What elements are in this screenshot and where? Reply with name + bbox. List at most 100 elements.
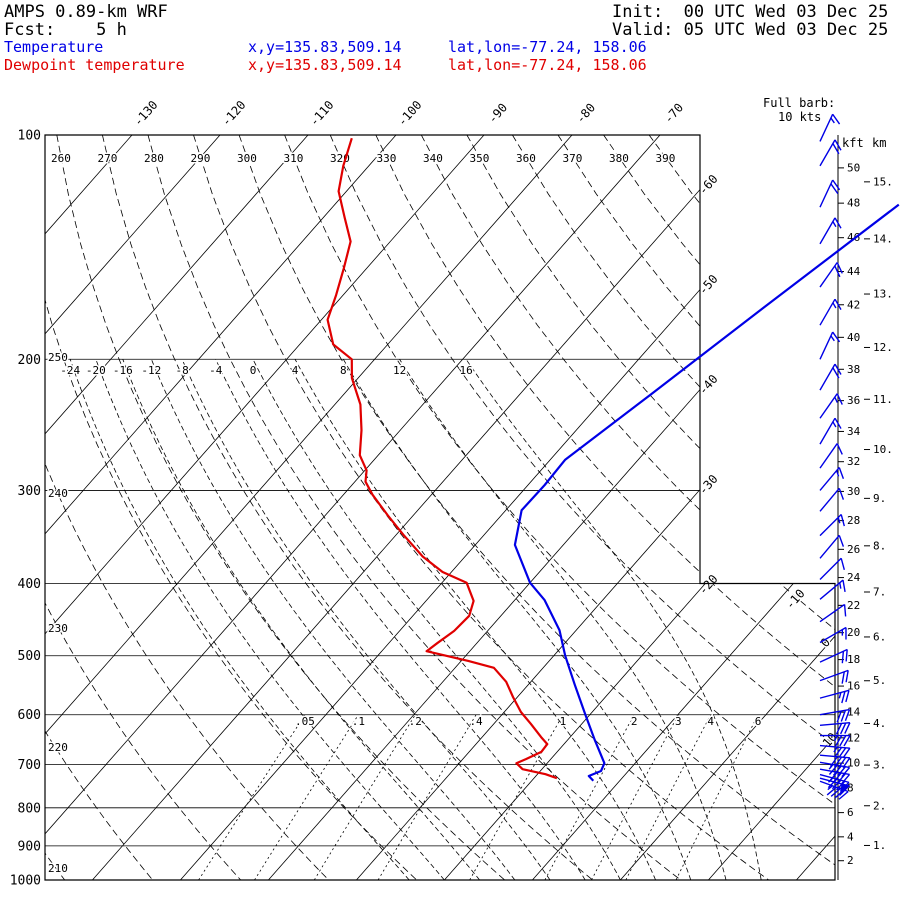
kft-tick-label: 34: [847, 425, 861, 438]
moist-adiabat-label: -12: [141, 364, 161, 377]
kft-tick-label: 36: [847, 394, 860, 407]
pressure-tick-label: 700: [18, 758, 41, 773]
mixing-ratio-label: 3: [675, 715, 682, 728]
dry-adiabat-label: 210: [48, 862, 68, 875]
temperature-curve: [513, 203, 900, 782]
kft-tick-label: 28: [847, 514, 860, 527]
kft-tick-label: 6: [847, 806, 854, 819]
km-tick-label: 4.: [873, 717, 886, 730]
dry-adiabat-label: 220: [48, 741, 68, 754]
kft-tick-label: 50: [847, 161, 860, 174]
kft-axis-title: kft: [842, 136, 864, 150]
km-tick-label: 7.: [873, 585, 886, 598]
dry-adiabat-label: 350: [469, 152, 489, 165]
moist-adiabat-label: 16: [459, 364, 472, 377]
kft-tick-label: 8: [847, 782, 854, 795]
mixing-ratio-label: 1: [560, 715, 567, 728]
dry-adiabat-label: 380: [609, 152, 629, 165]
pressure-tick-label: 500: [18, 649, 41, 664]
mixing-ratio-label: .2: [409, 715, 422, 728]
isotherm-label: -80: [573, 101, 598, 127]
full-barb-note: 10 kts: [778, 110, 821, 124]
isotherm-label: -110: [307, 98, 337, 129]
pressure-tick-label: 100: [18, 129, 41, 144]
temperature-latlon: lat,lon=-77.24, 158.06: [448, 38, 647, 56]
mixing-ratio-label: 4: [707, 715, 714, 728]
kft-tick-label: 48: [847, 197, 860, 210]
kft-tick-label: 14: [847, 706, 861, 719]
dry-adiabat-label: 270: [97, 152, 117, 165]
km-tick-label: 2.: [873, 799, 886, 812]
kft-tick-label: 44: [847, 265, 861, 278]
temperature-xy: x,y=135.83,509.14: [248, 38, 402, 56]
km-tick-label: 5.: [873, 674, 886, 687]
kft-tick-label: 26: [847, 543, 860, 556]
full-barb-note: Full barb:: [763, 96, 835, 110]
kft-tick-label: 16: [847, 680, 860, 693]
km-tick-label: 14.: [873, 232, 893, 245]
dry-adiabat-label: 370: [562, 152, 582, 165]
dry-adiabat-label: 390: [655, 152, 675, 165]
kft-tick-label: 30: [847, 485, 860, 498]
kft-tick-label: 4: [847, 830, 854, 843]
mixing-ratio-label: .05: [295, 715, 315, 728]
dry-adiabat-label: 240: [48, 487, 68, 500]
dry-adiabat-label: 310: [283, 152, 303, 165]
km-tick-label: 15.: [873, 175, 893, 188]
isotherm-label: -130: [131, 98, 161, 129]
pressure-tick-label: 200: [18, 353, 41, 368]
kft-tick-label: 42: [847, 298, 860, 311]
kft-tick-label: 38: [847, 363, 860, 376]
km-tick-label: 10.: [873, 443, 893, 456]
dry-adiabat-label: 250: [48, 351, 68, 364]
temperature-legend-label: Temperature: [4, 38, 104, 56]
isotherm-label: -120: [219, 98, 249, 129]
dry-adiabat-label: 360: [516, 152, 536, 165]
dry-adiabat-label: 230: [48, 622, 68, 635]
pressure-tick-label: 600: [18, 708, 41, 723]
dewpoint-curve: [326, 137, 558, 780]
km-tick-label: 12.: [873, 341, 893, 354]
init-time: Init: 00 UTC Wed 03 Dec 25: [612, 2, 889, 22]
moist-adiabat-label: -20: [86, 364, 106, 377]
moist-adiabat-label: -24: [60, 364, 80, 377]
dry-adiabat-label: 290: [190, 152, 210, 165]
model-title: AMPS 0.89-km WRF: [4, 2, 168, 22]
forecast-hour: Fcst: 5 h: [4, 20, 127, 40]
isotherm-label: -70: [661, 101, 686, 127]
moist-adiabat-label: -4: [209, 364, 223, 377]
moist-adiabat-label: -8: [175, 364, 188, 377]
moist-adiabat-label: 4: [292, 364, 299, 377]
km-axis-title: km: [872, 136, 886, 150]
km-tick-label: 6.: [873, 630, 886, 643]
mixing-ratio-label: .1: [352, 715, 365, 728]
km-tick-label: 11.: [873, 393, 893, 406]
kft-tick-label: 18: [847, 653, 860, 666]
kft-tick-label: 32: [847, 455, 860, 468]
kft-tick-label: 10: [847, 757, 860, 770]
moist-adiabat-label: 0: [250, 364, 257, 377]
pressure-tick-label: 900: [18, 839, 41, 854]
pressure-tick-label: 400: [18, 577, 41, 592]
km-tick-label: 1.: [873, 839, 886, 852]
dry-adiabat-label: 340: [423, 152, 443, 165]
valid-time: Valid: 05 UTC Wed 03 Dec 25: [612, 20, 889, 40]
dry-adiabat-label: 300: [237, 152, 257, 165]
dewpoint-xy: x,y=135.83,509.14: [248, 56, 402, 74]
dewpoint-latlon: lat,lon=-77.24, 158.06: [448, 56, 647, 74]
kft-tick-label: 24: [847, 571, 861, 584]
isotherm-label: -90: [485, 101, 510, 127]
kft-tick-label: 2: [847, 854, 854, 867]
kft-tick-label: 20: [847, 626, 860, 639]
moist-adiabat-label: -16: [113, 364, 133, 377]
isotherm-label: -100: [395, 98, 425, 129]
kft-tick-label: 12: [847, 731, 860, 744]
pressure-tick-label: 800: [18, 801, 41, 816]
pressure-tick-label: 1000: [10, 874, 41, 889]
kft-tick-label: 40: [847, 331, 860, 344]
dry-adiabat-label: 280: [144, 152, 164, 165]
dry-adiabat-label: 330: [376, 152, 396, 165]
background-grid: [45, 135, 835, 880]
isotherm-label: -10: [783, 586, 808, 612]
